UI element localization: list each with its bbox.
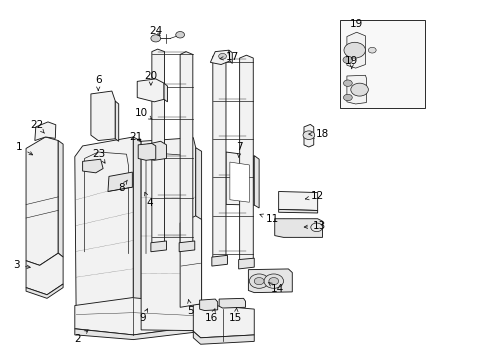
Polygon shape	[180, 216, 201, 307]
Polygon shape	[210, 50, 229, 64]
Text: 21: 21	[129, 132, 142, 142]
Text: 18: 18	[308, 129, 328, 139]
Polygon shape	[179, 241, 194, 252]
Polygon shape	[152, 49, 164, 247]
Polygon shape	[141, 138, 195, 330]
Circle shape	[249, 274, 268, 288]
Text: 13: 13	[304, 221, 325, 231]
Polygon shape	[144, 141, 166, 160]
Circle shape	[343, 80, 351, 86]
Text: 14: 14	[267, 282, 284, 294]
Text: 12: 12	[305, 191, 324, 201]
Polygon shape	[138, 143, 156, 160]
Polygon shape	[75, 298, 193, 335]
Circle shape	[303, 131, 314, 139]
Text: 15: 15	[229, 307, 242, 323]
Polygon shape	[26, 284, 63, 298]
Polygon shape	[91, 91, 115, 140]
Text: 11: 11	[260, 214, 279, 224]
Polygon shape	[304, 125, 313, 147]
Text: 24: 24	[149, 26, 162, 36]
Circle shape	[264, 274, 283, 288]
Polygon shape	[248, 269, 292, 293]
Polygon shape	[180, 51, 192, 247]
Polygon shape	[26, 137, 58, 265]
Circle shape	[343, 94, 351, 101]
Polygon shape	[193, 304, 254, 338]
Text: 6: 6	[95, 75, 102, 90]
Text: 2: 2	[74, 330, 88, 343]
Circle shape	[343, 42, 365, 58]
Circle shape	[367, 47, 375, 53]
Polygon shape	[212, 54, 225, 262]
Circle shape	[151, 35, 160, 42]
Polygon shape	[75, 137, 133, 329]
Polygon shape	[346, 32, 365, 68]
Circle shape	[310, 223, 322, 231]
Polygon shape	[82, 159, 103, 173]
Polygon shape	[254, 156, 259, 208]
Circle shape	[268, 278, 278, 285]
Polygon shape	[151, 241, 166, 252]
Text: 1: 1	[16, 142, 33, 155]
Polygon shape	[193, 331, 254, 344]
Circle shape	[350, 83, 367, 96]
Circle shape	[342, 56, 352, 63]
Text: 7: 7	[236, 142, 243, 158]
Polygon shape	[137, 79, 163, 102]
Polygon shape	[225, 152, 254, 205]
Polygon shape	[133, 137, 141, 330]
Polygon shape	[238, 258, 254, 269]
Text: 4: 4	[144, 192, 152, 208]
Polygon shape	[108, 172, 132, 192]
Text: 8: 8	[118, 180, 127, 193]
Polygon shape	[219, 298, 245, 308]
Text: 19: 19	[349, 19, 363, 29]
Text: 10: 10	[134, 108, 152, 119]
Polygon shape	[195, 148, 201, 333]
Text: 22: 22	[31, 121, 44, 133]
Polygon shape	[163, 83, 167, 102]
Text: 23: 23	[92, 149, 105, 163]
Polygon shape	[26, 253, 63, 295]
Polygon shape	[58, 140, 63, 257]
Polygon shape	[346, 75, 366, 104]
Text: 5: 5	[187, 300, 194, 315]
Text: 16: 16	[204, 309, 218, 323]
Polygon shape	[278, 192, 317, 211]
Polygon shape	[239, 55, 253, 265]
Bar	[339, 21, 424, 108]
Polygon shape	[211, 255, 227, 266]
Polygon shape	[228, 50, 232, 63]
Circle shape	[254, 278, 264, 285]
Polygon shape	[278, 210, 317, 213]
Text: 17: 17	[220, 52, 239, 62]
Polygon shape	[75, 327, 193, 339]
Polygon shape	[229, 162, 249, 202]
Text: 20: 20	[144, 71, 157, 85]
Circle shape	[218, 53, 226, 59]
Polygon shape	[274, 219, 322, 237]
Text: 19: 19	[345, 56, 358, 69]
Circle shape	[175, 32, 184, 38]
Polygon shape	[199, 299, 217, 311]
Polygon shape	[35, 122, 56, 140]
Text: 3: 3	[14, 260, 30, 270]
Polygon shape	[115, 101, 119, 141]
Text: 9: 9	[140, 309, 147, 323]
